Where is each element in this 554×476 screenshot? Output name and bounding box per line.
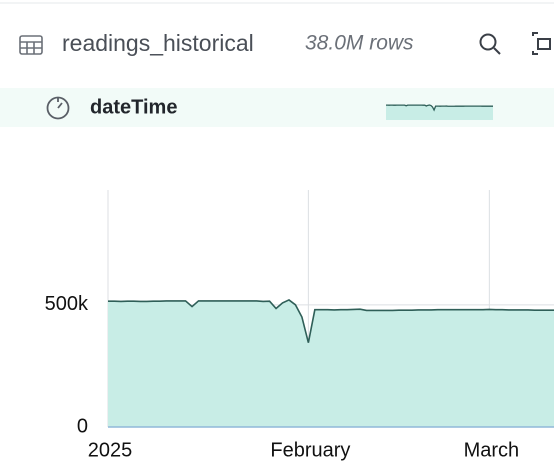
y-tick-label: 500k	[45, 293, 89, 315]
row-count: 38.0M rows	[305, 32, 414, 55]
column-name: dateTime	[90, 96, 177, 118]
y-tick-label: 0	[77, 415, 88, 437]
table-icon	[19, 35, 43, 55]
area-line	[108, 299, 554, 343]
x-tick-label: February	[270, 439, 350, 461]
table-name: readings_historical	[62, 30, 254, 56]
expand-button[interactable]	[532, 32, 551, 55]
x-tick-label: March	[464, 439, 520, 461]
x-tick-label: 2025	[88, 439, 133, 461]
sparkline-fill	[386, 104, 493, 120]
clock-icon	[46, 96, 70, 120]
sparkline-line	[386, 104, 493, 112]
area-fill	[108, 299, 554, 427]
search-button[interactable]	[479, 33, 501, 55]
